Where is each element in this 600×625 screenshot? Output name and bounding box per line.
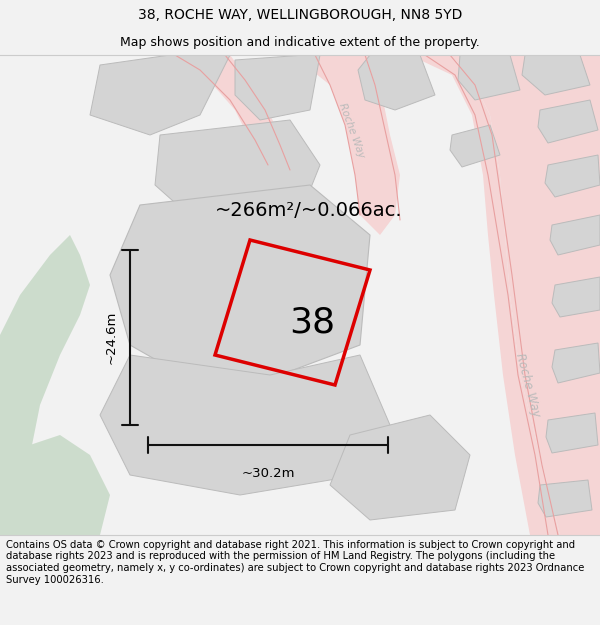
Text: Map shows position and indicative extent of the property.: Map shows position and indicative extent… — [120, 36, 480, 49]
Polygon shape — [165, 55, 290, 175]
Polygon shape — [552, 343, 600, 383]
Text: 38, ROCHE WAY, WELLINGBOROUGH, NN8 5YD: 38, ROCHE WAY, WELLINGBOROUGH, NN8 5YD — [138, 8, 462, 22]
Text: Contains OS data © Crown copyright and database right 2021. This information is : Contains OS data © Crown copyright and d… — [6, 540, 584, 584]
Polygon shape — [546, 413, 598, 453]
Polygon shape — [90, 55, 230, 135]
Polygon shape — [522, 55, 590, 95]
Text: 38: 38 — [289, 306, 335, 339]
Polygon shape — [358, 55, 435, 110]
Text: Roche Way: Roche Way — [513, 352, 543, 418]
Polygon shape — [100, 355, 390, 495]
Polygon shape — [458, 55, 520, 100]
Polygon shape — [155, 120, 320, 225]
Polygon shape — [110, 185, 370, 385]
Text: ~30.2m: ~30.2m — [241, 467, 295, 480]
Polygon shape — [552, 277, 600, 317]
Polygon shape — [330, 415, 470, 520]
Text: ~266m²/~0.066ac.: ~266m²/~0.066ac. — [215, 201, 403, 219]
Polygon shape — [305, 55, 400, 235]
Polygon shape — [235, 55, 320, 120]
Polygon shape — [450, 55, 600, 535]
Polygon shape — [538, 480, 592, 517]
Polygon shape — [0, 435, 110, 535]
Text: ~24.6m: ~24.6m — [105, 311, 118, 364]
Polygon shape — [545, 155, 600, 197]
Polygon shape — [420, 55, 560, 535]
Polygon shape — [450, 125, 500, 167]
Text: Roche Way: Roche Way — [337, 101, 367, 159]
Polygon shape — [0, 235, 90, 535]
Polygon shape — [550, 215, 600, 255]
Polygon shape — [538, 100, 598, 143]
